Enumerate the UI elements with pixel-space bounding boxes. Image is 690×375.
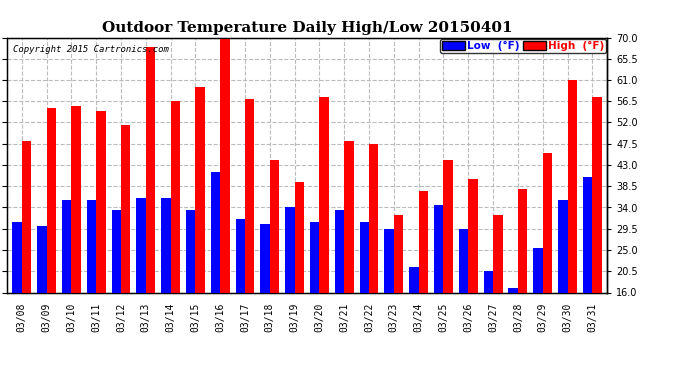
Bar [186, 210, 195, 368]
Bar [235, 219, 245, 368]
Bar [543, 153, 552, 368]
Bar [419, 191, 428, 368]
Bar [394, 214, 403, 368]
Bar [567, 80, 577, 368]
Bar [220, 33, 230, 368]
Bar [384, 229, 394, 368]
Bar [87, 200, 96, 368]
Bar [211, 172, 220, 368]
Bar [533, 248, 543, 368]
Bar [319, 96, 329, 368]
Bar [137, 198, 146, 368]
Bar [518, 189, 527, 368]
Bar [260, 224, 270, 368]
Bar [459, 229, 469, 368]
Bar [12, 222, 22, 368]
Bar [245, 99, 255, 368]
Bar [146, 47, 155, 368]
Title: Outdoor Temperature Daily High/Low 20150401: Outdoor Temperature Daily High/Low 20150… [101, 21, 513, 35]
Bar [493, 214, 502, 368]
Bar [583, 177, 592, 368]
Bar [469, 179, 477, 368]
Bar [592, 96, 602, 368]
Bar [195, 87, 205, 368]
Bar [434, 205, 444, 368]
Bar [62, 200, 71, 368]
Bar [270, 160, 279, 368]
Bar [509, 288, 518, 368]
Bar [37, 226, 47, 368]
Bar [359, 222, 369, 368]
Bar [558, 200, 567, 368]
Bar [47, 108, 56, 368]
Bar [310, 222, 319, 368]
Text: Copyright 2015 Cartronics.com: Copyright 2015 Cartronics.com [13, 45, 169, 54]
Legend: Low  (°F), High  (°F): Low (°F), High (°F) [440, 39, 606, 53]
Bar [344, 141, 354, 368]
Bar [285, 207, 295, 368]
Bar [444, 160, 453, 368]
Bar [409, 267, 419, 368]
Bar [22, 141, 31, 368]
Bar [71, 106, 81, 368]
Bar [112, 210, 121, 368]
Bar [96, 111, 106, 368]
Bar [369, 144, 379, 368]
Bar [484, 271, 493, 368]
Bar [170, 101, 180, 368]
Bar [121, 125, 130, 368]
Bar [295, 182, 304, 368]
Bar [335, 210, 344, 368]
Bar [161, 198, 170, 368]
